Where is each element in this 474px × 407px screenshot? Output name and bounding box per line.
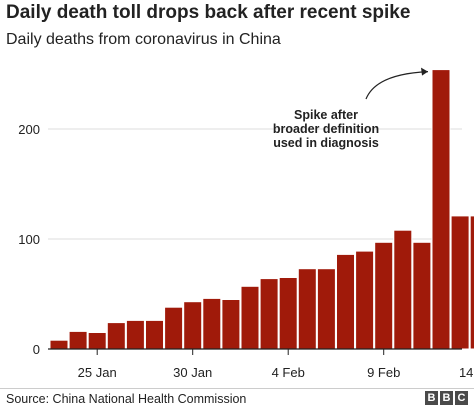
annotation-arrow [365,71,429,100]
x-tick-label: 25 Jan [78,365,117,380]
bar-chart: 0 100 200 25 Jan 30 Jan 4 Feb 9 Feb 14 Feb Spike… [18,67,474,380]
bar [412,241,432,350]
annotation-text: used in diagnosis [273,136,379,150]
annotation-text: broader definition [273,122,379,136]
y-tick-label: 0 [33,342,40,357]
bbc-logo-letter-3: C [455,391,468,405]
bar [183,301,203,350]
footer-divider [0,388,474,389]
bar [87,332,107,350]
bar [125,319,145,350]
bar [49,339,69,350]
bar [374,241,394,350]
bar [145,319,164,350]
bar [259,278,279,350]
bar [450,215,470,350]
bbc-logo: B B C [425,391,468,405]
bar [164,306,184,350]
bar [202,297,222,350]
chart-subtitle: Daily deaths from coronavirus in China [6,31,281,48]
bar [221,299,241,350]
x-tick-label: 4 Feb [272,365,305,380]
bar [431,69,451,350]
bar [336,253,355,350]
bar [240,285,260,350]
x-tick-label: 9 Feb [367,365,400,380]
bbc-logo-letter-1: B [425,391,438,405]
bar [393,229,413,350]
source-note: Source: China National Health Commission [6,392,247,406]
x-tick-label: 30 Jan [173,365,212,380]
x-tick-label: 14 Feb [459,365,474,380]
annotation-arrowhead [421,67,428,76]
bar [106,322,126,350]
bar [278,277,298,350]
y-tick-label: 200 [18,122,40,137]
annotation-text: Spike after [294,108,358,122]
chart-title: Daily death toll drops back after recent… [6,2,411,23]
y-tick-label: 100 [18,232,40,247]
bar [297,268,317,350]
bar [68,330,88,350]
bbc-logo-letter-2: B [440,391,453,405]
bar [355,250,375,350]
bar [469,215,474,350]
bar [316,268,336,350]
